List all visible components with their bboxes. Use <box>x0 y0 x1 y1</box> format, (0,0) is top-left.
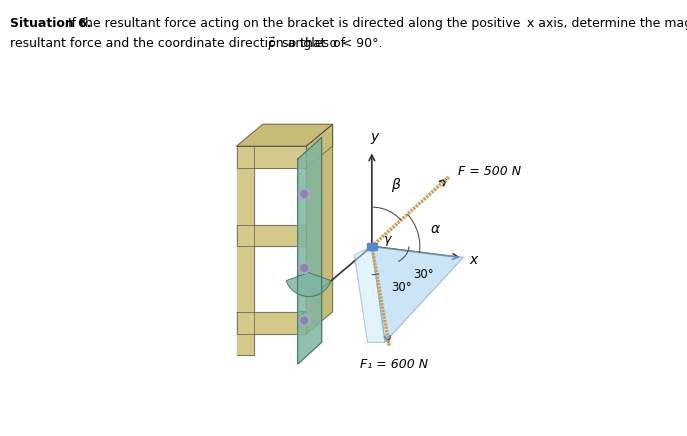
Text: F = 500 N: F = 500 N <box>458 166 521 178</box>
Polygon shape <box>237 124 333 146</box>
Circle shape <box>301 191 308 198</box>
Polygon shape <box>306 124 333 168</box>
Text: 30°: 30° <box>414 268 434 281</box>
Text: Situation 6.: Situation 6. <box>10 17 92 31</box>
Circle shape <box>299 189 309 199</box>
Polygon shape <box>354 246 385 342</box>
Circle shape <box>299 315 309 326</box>
Polygon shape <box>237 225 306 246</box>
Bar <box>367 243 377 250</box>
Circle shape <box>301 317 308 324</box>
Text: x: x <box>469 253 477 267</box>
Polygon shape <box>306 124 333 334</box>
Polygon shape <box>237 146 254 355</box>
Polygon shape <box>237 146 306 168</box>
Text: β: β <box>392 178 401 192</box>
Text: resultant force and the coordinate direction angles of: resultant force and the coordinate direc… <box>10 37 350 50</box>
Circle shape <box>299 263 309 273</box>
Text: F₁ = 600 N: F₁ = 600 N <box>359 358 428 371</box>
Polygon shape <box>237 312 306 334</box>
Text: so that α < 90°.: so that α < 90°. <box>278 37 383 50</box>
Wedge shape <box>286 272 331 296</box>
Polygon shape <box>372 246 464 342</box>
Circle shape <box>301 265 308 272</box>
Text: If the resultant force acting on the bracket is directed along the positive  x a: If the resultant force acting on the bra… <box>64 17 687 31</box>
Text: z: z <box>297 308 304 322</box>
Text: 30°: 30° <box>392 281 412 294</box>
Text: y: y <box>370 130 378 144</box>
Polygon shape <box>297 137 322 364</box>
Text: $\vec{F}$: $\vec{F}$ <box>267 37 276 54</box>
Text: α: α <box>431 222 440 236</box>
Text: γ: γ <box>383 233 390 246</box>
